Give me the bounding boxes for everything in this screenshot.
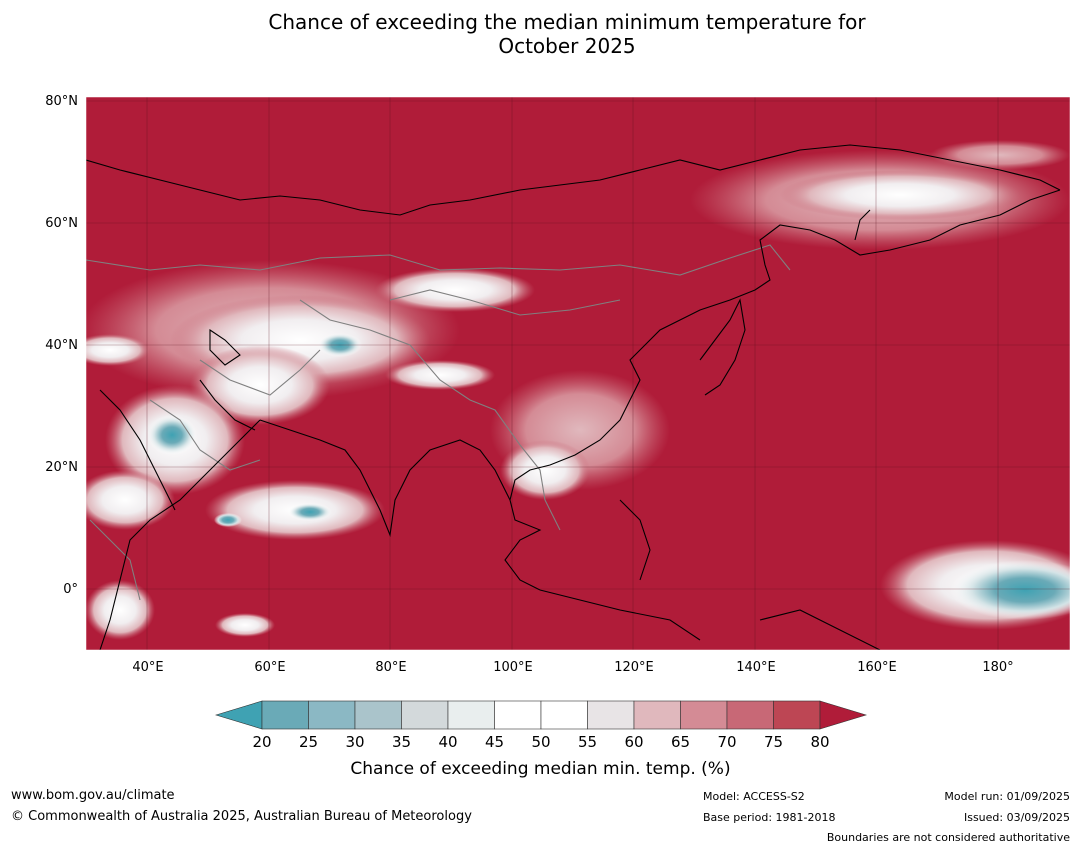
colorbar-tick-label: 25 [298, 733, 319, 751]
colorbar-tick-label: 40 [438, 733, 458, 751]
white-region-tibet [385, 360, 495, 390]
teal-region-aden [214, 513, 242, 527]
lat-label-80n: 80°N [45, 94, 78, 109]
chart-title: Chance of exceeding the median minimum t… [0, 10, 1081, 58]
teal-region-pacific [950, 560, 1070, 620]
colorbar-segment [587, 700, 635, 730]
colorbar-segment [401, 700, 449, 730]
lon-label-160e: 160°E [857, 660, 897, 675]
lon-label-140e: 140°E [736, 660, 776, 675]
colorbar-tick-label: 30 [345, 733, 365, 751]
model-run-date: Model run: 01/09/2025 [944, 790, 1070, 803]
colorbar-tick-label: 65 [670, 733, 691, 751]
lon-label-100e: 100°E [493, 660, 533, 675]
white-region-mongolia [375, 268, 535, 312]
colorbar-tick-label: 70 [717, 733, 737, 751]
colorbar-tick-label: 75 [763, 733, 784, 751]
anomaly-areas [86, 140, 1070, 640]
lat-label-20n: 20°N [45, 460, 78, 475]
lon-label-80e: 80°E [375, 660, 407, 675]
colorbar-tick-label: 55 [577, 733, 598, 751]
lat-label-40n: 40°N [45, 338, 78, 353]
model-name: Model: ACCESS-S2 [703, 790, 805, 803]
lat-label-0: 0° [63, 582, 78, 597]
colorbar-extend-low [214, 700, 263, 730]
teal-region-arabian-sea [288, 503, 332, 521]
graticule [86, 97, 1070, 650]
white-region-caspian-west [86, 334, 150, 366]
colorbar-segment [494, 700, 542, 730]
copyright-text: © Commonwealth of Australia 2025, Austra… [11, 809, 472, 824]
colorbar-tick-label: 20 [252, 733, 272, 751]
issued-date: Issued: 03/09/2025 [963, 811, 1070, 824]
colorbar-tick-label: 50 [531, 733, 551, 751]
colorbar-segment [261, 700, 309, 730]
white-region-horn-africa [86, 470, 175, 530]
lon-label-180: 180° [982, 660, 1014, 675]
coastlines [86, 144, 1061, 650]
white-region-siberia-east [780, 170, 1020, 220]
colorbar-segment [773, 700, 821, 730]
colorbar-tick-label: 35 [391, 733, 412, 751]
colorbar-segment [354, 700, 402, 730]
website-link[interactable]: www.bom.gov.au/climate [11, 788, 175, 803]
lon-label-40e: 40°E [132, 660, 164, 675]
base-period: Base period: 1981-2018 [703, 811, 836, 824]
colorbar-tick-label: 60 [624, 733, 644, 751]
title-line-2: October 2025 [498, 34, 636, 58]
white-region-east-africa [86, 580, 155, 640]
borders [86, 244, 791, 601]
colorbar-extend-high [819, 700, 868, 730]
colorbar-segment [308, 700, 356, 730]
boundaries-disclaimer: Boundaries are not considered authoritat… [826, 831, 1070, 844]
lat-label-60n: 60°N [45, 216, 78, 231]
lon-label-120e: 120°E [614, 660, 654, 675]
teal-region-arabia [147, 415, 197, 455]
colorbar-tick-label: 45 [484, 733, 505, 751]
white-region-south-china [500, 440, 590, 500]
lon-label-60e: 60°E [254, 660, 286, 675]
colorbar-segment [680, 700, 728, 730]
colorbar-segment [447, 700, 495, 730]
colorbar-segment [726, 700, 774, 730]
colorbar-tick-label: 80 [810, 733, 830, 751]
colorbar-label: Chance of exceeding median min. temp. (%… [350, 759, 731, 779]
colorbar-segment [633, 700, 681, 730]
title-line-1: Chance of exceeding the median minimum t… [268, 10, 866, 34]
white-region-indian-ocean [215, 613, 275, 637]
colorbar-segment [540, 700, 588, 730]
